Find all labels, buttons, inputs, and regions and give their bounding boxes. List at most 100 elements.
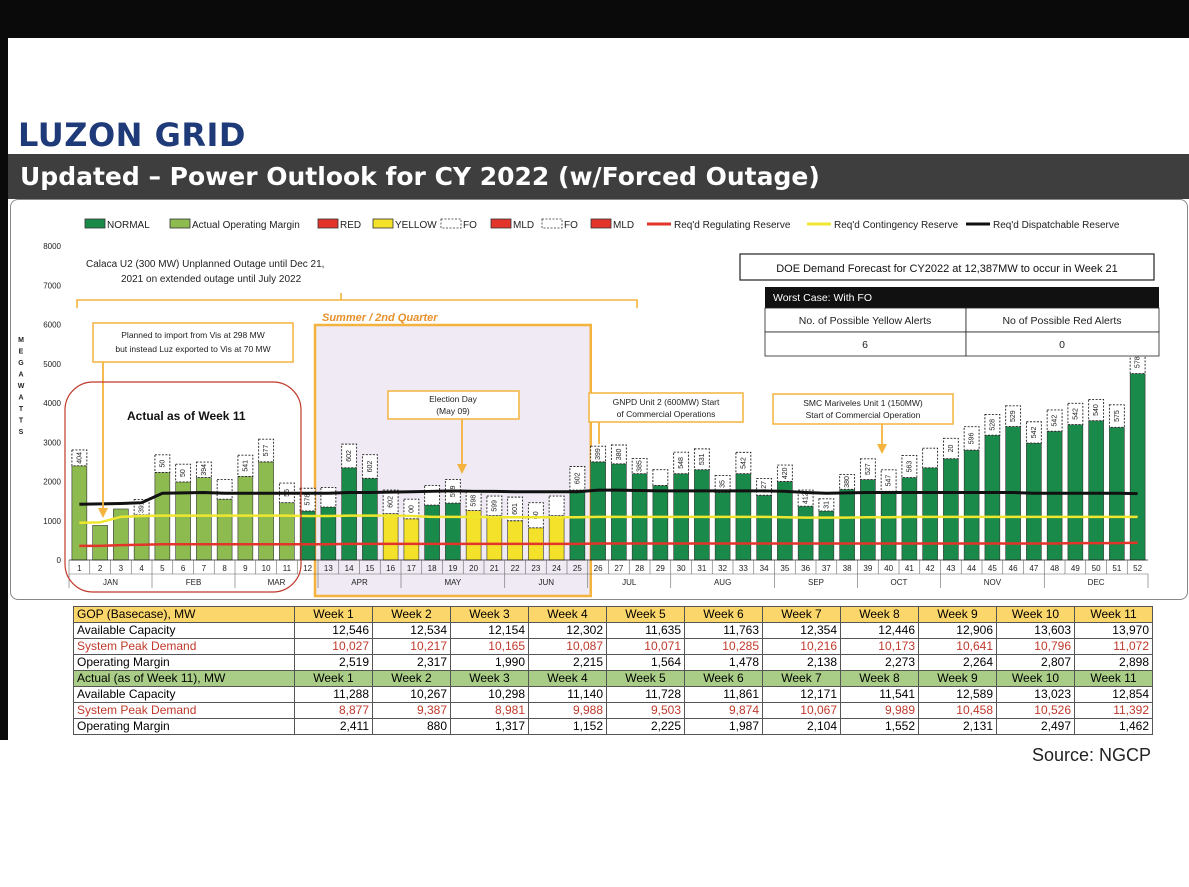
margin-bar (237, 476, 254, 561)
gop-data-row: System Peak Demand 10,027 10,217 10,165 10,0… (73, 638, 1153, 655)
yellow-alert-count: 6 (862, 339, 868, 351)
week-header-cell: Week 2 (372, 606, 451, 623)
value-cell: 9,988 (528, 702, 607, 719)
week-tick-label: 6 (181, 564, 186, 573)
fo-data-label: 542 (1031, 426, 1038, 438)
value-cell: 2,898 (1074, 654, 1153, 671)
yellow-alert-value-cell (764, 331, 967, 357)
week-header-cell: Week 11 (1074, 606, 1153, 623)
import-arrowhead (98, 508, 108, 518)
fo-data-label: 598 (471, 495, 478, 507)
fo-data-label: 578 (305, 494, 312, 506)
y-axis-label-letter: A (18, 372, 23, 379)
fo-bar (1005, 405, 1022, 427)
value-cell: 1,564 (606, 654, 685, 671)
month-tick-label: JUL (622, 578, 637, 587)
y-axis-label-letter: W (18, 383, 25, 390)
fo-bar (341, 443, 358, 469)
fo-data-label: 35 (720, 480, 727, 488)
fo-bar (901, 455, 918, 479)
fo-data-label: 542 (740, 457, 747, 469)
month-tick-label: DEC (1088, 578, 1105, 587)
fo-bar (610, 444, 627, 465)
week-tick-label: 37 (822, 564, 831, 573)
week-header-cell: Week 8 (840, 670, 919, 687)
election-arrowhead (457, 464, 467, 474)
fo-data-label: 528 (989, 419, 996, 431)
fo-bar (859, 458, 876, 480)
week-tick-label: 18 (428, 564, 437, 573)
gop-data-row: Available Capacity 12,546 12,534 12,154 12,3… (73, 622, 1153, 639)
fo-data-label: 527 (865, 463, 872, 475)
week-tick-label: 38 (843, 564, 852, 573)
value-cell: 9,989 (840, 702, 919, 719)
value-cell: 880 (372, 718, 451, 735)
fo-bar (154, 454, 171, 473)
fo-data-label: 00 (408, 505, 415, 513)
value-cell: 10,027 (294, 638, 373, 655)
week-tick-label: 16 (386, 564, 395, 573)
legend-label: YELLOW (395, 220, 437, 231)
row-label: Operating Margin (73, 654, 295, 671)
value-cell: 11,392 (1074, 702, 1153, 719)
fo-data-label: 399 (595, 448, 602, 460)
fo-data-label: 394 (201, 464, 208, 476)
margin-bar (943, 458, 959, 561)
week-tick-label: 15 (365, 564, 374, 573)
month-tick-label: FEB (186, 578, 202, 587)
margin-bar (1046, 430, 1063, 561)
value-cell: 12,546 (294, 622, 373, 639)
legend-swatch (84, 218, 106, 229)
value-cell: 2,519 (294, 654, 373, 671)
fo-bar (175, 463, 192, 483)
margin-bar (403, 518, 420, 561)
week-tick-label: 1 (77, 564, 82, 573)
week-header-cell: Week 5 (606, 670, 685, 687)
doe-forecast-text: DOE Demand Forecast for CY2022 at 12,387… (776, 263, 1118, 275)
fo-data-label: 602 (367, 461, 374, 473)
value-cell: 2,225 (606, 718, 685, 735)
legend-label: MLD (613, 220, 634, 231)
fo-data-label: 50 (180, 469, 187, 477)
value-cell: 11,288 (294, 686, 373, 703)
legend-label: Actual Operating Margin (192, 220, 300, 231)
week-tick-label: 26 (594, 564, 603, 573)
month-tick-label: JUN (538, 578, 554, 587)
week-tick-label: 35 (780, 564, 789, 573)
fo-data-label: 599 (491, 500, 498, 512)
legend-swatch (372, 218, 394, 229)
fo-bar (569, 466, 586, 491)
fo-bar (922, 447, 939, 469)
month-tick-label: JAN (103, 578, 118, 587)
value-cell: 1,987 (684, 718, 763, 735)
value-cell: 12,154 (450, 622, 529, 639)
value-cell: 10,165 (450, 638, 529, 655)
value-cell: 2,264 (918, 654, 997, 671)
legend-label: Req'd Dispatchable Reserve (993, 220, 1120, 231)
fo-data-label: 391 (139, 501, 146, 513)
fo-data-label: 420 (782, 467, 789, 479)
y-axis-label-letter: M (18, 337, 24, 344)
margin-bar (279, 502, 295, 561)
margin-bar (92, 525, 108, 561)
y-axis-label-letter: T (19, 418, 24, 425)
top-black-bar (0, 0, 1189, 38)
week-header-cell: Week 4 (528, 670, 607, 687)
fo-bar (486, 495, 503, 517)
value-cell: 12,171 (762, 686, 841, 703)
fo-bar (839, 473, 856, 490)
value-cell: 10,071 (606, 638, 685, 655)
fo-bar (1067, 402, 1084, 426)
week-tick-label: 3 (119, 564, 124, 573)
margin-bar (341, 467, 357, 561)
legend-label: RED (340, 220, 361, 231)
value-cell: 1,462 (1074, 718, 1153, 735)
value-cell: 12,534 (372, 622, 451, 639)
value-cell: 2,807 (996, 654, 1075, 671)
week-tick-label: 34 (760, 564, 769, 573)
fo-data-label: 577 (263, 445, 270, 457)
y-axis-label-letter: A (18, 395, 23, 402)
week-header-cell: Week 8 (840, 606, 919, 623)
week-tick-label: 5 (160, 564, 165, 573)
value-cell: 1,317 (450, 718, 529, 735)
